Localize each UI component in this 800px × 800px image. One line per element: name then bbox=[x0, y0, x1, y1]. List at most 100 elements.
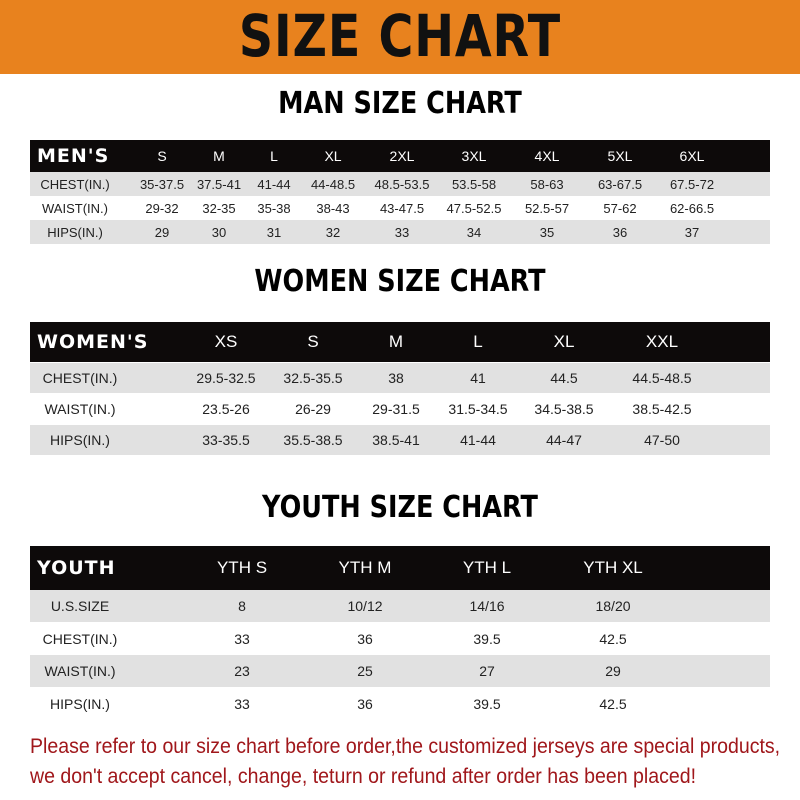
size-column-header: YTH L bbox=[462, 558, 512, 577]
row-label: CHEST(IN.) bbox=[42, 370, 118, 386]
size-column-header: XS bbox=[214, 332, 238, 351]
table-corner-label: WOMEN'S bbox=[37, 331, 149, 353]
size-column-header: S bbox=[307, 332, 319, 351]
table-header-row: MEN'S S M L XL 2XL 3XL 4XL 5XL 6XL bbox=[30, 140, 770, 172]
table-row: CHEST(IN.) 33 36 39.5 42.5 bbox=[30, 622, 770, 655]
table-cell: 41-44 bbox=[257, 176, 291, 192]
table-cell: 57-62 bbox=[603, 200, 637, 216]
table-cell: 67.5-72 bbox=[669, 176, 715, 192]
size-column-header: 3XL bbox=[461, 148, 487, 164]
table-cell: 44.5-48.5 bbox=[632, 370, 692, 386]
table-cell: 38.5-42.5 bbox=[632, 401, 692, 417]
table-cell: 33-35.5 bbox=[202, 432, 250, 448]
size-column-header: L bbox=[473, 332, 483, 351]
table-cell: 37.5-41 bbox=[196, 176, 242, 192]
size-column-header: M bbox=[213, 148, 225, 164]
table-cell: 23.5-26 bbox=[202, 401, 250, 417]
row-label: CHEST(IN.) bbox=[42, 630, 118, 647]
banner-title: SIZE CHART bbox=[238, 2, 562, 70]
row-label: WAIST(IN.) bbox=[42, 200, 108, 216]
size-column-header: XXL bbox=[645, 332, 679, 351]
table-cell: 14/16 bbox=[469, 598, 505, 614]
table-cell: 36 bbox=[357, 630, 373, 647]
table-cell: 41 bbox=[470, 370, 486, 386]
table-cell: 8 bbox=[238, 598, 246, 614]
table-cell: 53.5-58 bbox=[451, 176, 497, 192]
table-cell: 38 bbox=[388, 370, 404, 386]
table-row: HIPS(IN.) 29 30 31 32 33 34 35 36 37 bbox=[30, 220, 770, 244]
table-cell: 34.5-38.5 bbox=[534, 401, 594, 417]
table-cell: 32.5-35.5 bbox=[283, 370, 343, 386]
table-row: WAIST(IN.) 23 25 27 29 bbox=[30, 655, 770, 687]
size-column-header: YTH S bbox=[216, 558, 268, 577]
row-label: HIPS(IN.) bbox=[50, 695, 110, 712]
table-cell: 44.5 bbox=[550, 370, 578, 386]
table-cell: 35 bbox=[539, 224, 555, 240]
table-cell: 10/12 bbox=[347, 598, 383, 614]
size-column-header: 6XL bbox=[679, 148, 705, 164]
table-cell: 36 bbox=[357, 695, 373, 712]
table-cell: 35-37.5 bbox=[139, 176, 185, 192]
size-column-header: 5XL bbox=[607, 148, 633, 164]
table-cell: 39.5 bbox=[473, 695, 501, 712]
row-label: CHEST(IN.) bbox=[40, 176, 110, 192]
table-corner-label: MEN'S bbox=[37, 145, 110, 167]
size-column-header: 4XL bbox=[534, 148, 560, 164]
size-column-header: S bbox=[157, 148, 167, 164]
table-cell: 29-31.5 bbox=[372, 401, 420, 417]
table-cell: 38-43 bbox=[316, 200, 350, 216]
table-row: WAIST(IN.) 23.5-26 26-29 29-31.5 31.5-34.5 34… bbox=[30, 394, 770, 424]
table-cell: 36 bbox=[612, 224, 628, 240]
table-cell: 33 bbox=[234, 695, 250, 712]
table-cell: 27 bbox=[479, 663, 495, 679]
table-cell: 29.5-32.5 bbox=[196, 370, 256, 386]
table-cell: 42.5 bbox=[599, 695, 627, 712]
size-column-header: YTH XL bbox=[583, 558, 643, 577]
table-cell: 42.5 bbox=[599, 630, 627, 647]
table-cell: 39.5 bbox=[473, 630, 501, 647]
table-cell: 62-66.5 bbox=[669, 200, 715, 216]
size-column-header: XL bbox=[324, 148, 342, 164]
size-column-header: M bbox=[388, 332, 404, 351]
notice-line-1: Please refer to our size chart before or… bbox=[30, 735, 781, 758]
table-cell: 58-63 bbox=[530, 176, 564, 192]
size-chart-banner: SIZE CHART bbox=[0, 0, 800, 74]
table-cell: 29 bbox=[605, 663, 621, 679]
table-cell: 31.5-34.5 bbox=[448, 401, 508, 417]
men-section-title: MAN SIZE CHART bbox=[278, 86, 522, 121]
table-cell: 63-67.5 bbox=[597, 176, 643, 192]
table-cell: 44-48.5 bbox=[310, 176, 356, 192]
table-cell: 44-47 bbox=[546, 432, 582, 448]
row-label: HIPS(IN.) bbox=[50, 432, 110, 448]
notice-line-2: we don't accept cancel, change, teturn o… bbox=[30, 765, 697, 788]
size-column-header: L bbox=[270, 148, 278, 164]
table-row: WAIST(IN.) 29-32 32-35 35-38 38-43 43-47.5 47.… bbox=[30, 196, 770, 220]
size-column-header: 2XL bbox=[389, 148, 415, 164]
table-cell: 29 bbox=[154, 224, 170, 240]
table-cell: 52.5-57 bbox=[524, 200, 570, 216]
table-cell: 31 bbox=[266, 224, 282, 240]
table-cell: 25 bbox=[357, 663, 373, 679]
table-cell: 38.5-41 bbox=[372, 432, 420, 448]
table-header-row: WOMEN'S XS S M L XL XXL bbox=[30, 322, 770, 362]
youth-section-title: YOUTH SIZE CHART bbox=[262, 490, 538, 525]
table-row: U.S.SIZE 8 10/12 14/16 18/20 bbox=[30, 590, 770, 622]
row-label: WAIST(IN.) bbox=[44, 401, 116, 417]
row-label: HIPS(IN.) bbox=[47, 224, 103, 240]
table-cell: 32 bbox=[325, 224, 341, 240]
table-cell: 41-44 bbox=[460, 432, 496, 448]
table-cell: 47.5-52.5 bbox=[446, 200, 502, 216]
table-row: CHEST(IN.) 29.5-32.5 32.5-35.5 38 41 44.5 44.5… bbox=[30, 363, 770, 393]
table-cell: 48.5-53.5 bbox=[374, 176, 430, 192]
table-cell: 23 bbox=[234, 663, 250, 679]
women-section-title: WOMEN SIZE CHART bbox=[254, 264, 546, 299]
table-header-row: YOUTH YTH S YTH M YTH L YTH XL bbox=[30, 546, 770, 590]
table-row: CHEST(IN.) 35-37.5 37.5-41 41-44 44-48.5 48.5… bbox=[30, 172, 770, 196]
table-cell: 43-47.5 bbox=[379, 200, 425, 216]
table-cell: 30 bbox=[211, 224, 227, 240]
table-cell: 26-29 bbox=[295, 401, 331, 417]
row-label: WAIST(IN.) bbox=[44, 663, 116, 679]
table-cell: 35-38 bbox=[257, 200, 291, 216]
table-row: HIPS(IN.) 33-35.5 35.5-38.5 38.5-41 41-44 44-… bbox=[30, 425, 770, 455]
table-cell: 35.5-38.5 bbox=[283, 432, 343, 448]
